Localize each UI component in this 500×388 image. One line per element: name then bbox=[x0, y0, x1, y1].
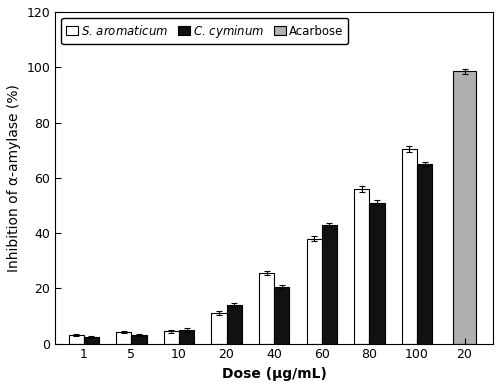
Bar bbox=[84, 337, 99, 344]
Bar bbox=[417, 164, 432, 344]
Bar bbox=[370, 203, 384, 344]
Bar bbox=[179, 330, 194, 344]
Bar bbox=[453, 71, 476, 344]
Legend: $S$. $aromaticum$, $C$. $cyminum$, Acarbose: $S$. $aromaticum$, $C$. $cyminum$, Acarb… bbox=[61, 18, 348, 44]
Bar bbox=[226, 305, 242, 344]
Bar bbox=[132, 335, 146, 344]
Bar bbox=[68, 335, 84, 344]
Bar bbox=[402, 149, 417, 344]
Bar bbox=[306, 239, 322, 344]
Bar bbox=[212, 313, 226, 344]
Bar bbox=[354, 189, 370, 344]
Bar bbox=[116, 332, 132, 344]
Bar bbox=[274, 287, 289, 344]
Bar bbox=[164, 331, 179, 344]
Bar bbox=[259, 273, 274, 344]
Y-axis label: Inhibition of α-amylase (%): Inhibition of α-amylase (%) bbox=[7, 84, 21, 272]
X-axis label: Dose (μg/mL): Dose (μg/mL) bbox=[222, 367, 326, 381]
Bar bbox=[322, 225, 337, 344]
